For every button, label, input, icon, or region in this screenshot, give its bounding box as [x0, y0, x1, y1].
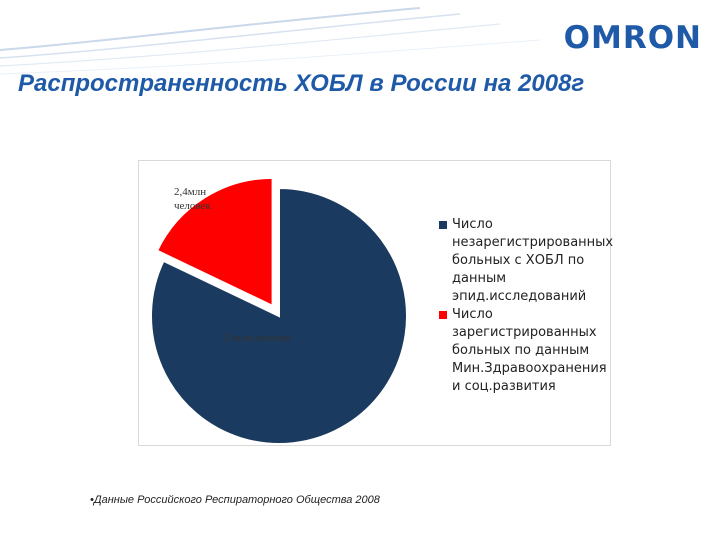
legend-label-registered: Число зарегистрированных больных по данн…: [452, 307, 607, 394]
legend-item-registered: Число зарегистрированных больных по данн…: [439, 306, 614, 396]
header-swoosh-decoration: [0, 7, 541, 75]
source-footnote: •Данные Российского Респираторного Общес…: [90, 494, 380, 506]
legend-swatch-unregistered: [439, 221, 447, 229]
pie-slice-registered: [155, 176, 274, 308]
slide-title: Распространенность ХОБЛ в России на 2008…: [18, 70, 585, 97]
legend-swatch-registered: [439, 311, 447, 319]
pie-slice-unregistered: [150, 186, 408, 445]
omron-logo: OMRON: [563, 20, 702, 56]
legend-item-unregistered: Число незарегистрированных больных с ХОБ…: [439, 216, 614, 306]
chart-frame: 2,4млн человек 11млн.человек Число незар…: [138, 160, 614, 446]
data-label-registered: 2,4млн: [174, 186, 206, 198]
data-label-registered-line2: человек: [174, 200, 211, 212]
legend-label-unregistered: Число незарегистрированных больных с ХОБ…: [452, 217, 614, 304]
data-label-unregistered: 11млн.человек: [223, 332, 292, 344]
pie-chart: 2,4млн человек 11млн.человек: [150, 176, 408, 445]
chart-legend: Число незарегистрированных больных с ХОБ…: [439, 216, 614, 396]
